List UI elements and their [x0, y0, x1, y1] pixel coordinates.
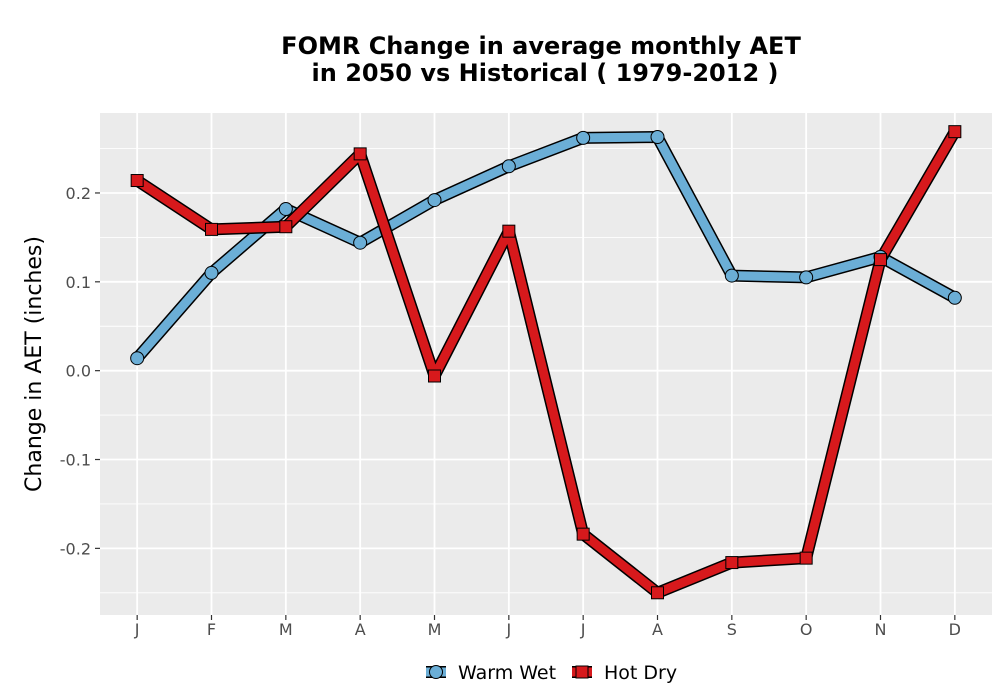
x-tick-label: J: [580, 620, 586, 639]
data-point: [353, 147, 367, 161]
x-tick-label: O: [800, 620, 813, 639]
data-point: [427, 193, 442, 208]
data-point: [799, 551, 813, 565]
data-point: [353, 235, 368, 250]
data-point: [576, 130, 591, 145]
series-layer: [130, 125, 962, 600]
data-point: [874, 253, 887, 267]
x-tick-label: J: [505, 620, 511, 639]
data-point: [502, 224, 516, 238]
series-line: [132, 132, 960, 363]
y-axis-title: Change in AET (inches): [22, 236, 47, 492]
chart-title-line-1: FOMR Change in average monthly AET: [281, 32, 801, 60]
legend-label: Hot Dry: [604, 662, 677, 684]
legend-key-marker: [575, 665, 589, 679]
legend: Warm Wet Hot Dry: [426, 662, 677, 684]
x-tick-label: M: [428, 620, 442, 639]
y-tick-label: 0.1: [66, 273, 91, 292]
y-tick-label: 0.0: [66, 362, 91, 381]
data-point: [576, 527, 590, 541]
data-point: [204, 265, 219, 280]
data-point: [278, 201, 293, 216]
y-tick-label: -0.1: [60, 451, 91, 470]
x-tick-label: N: [875, 620, 887, 639]
data-point: [501, 159, 516, 174]
x-tick-label: A: [652, 620, 663, 639]
x-tick-label: F: [207, 620, 216, 639]
series-line: [132, 127, 960, 598]
major-gridlines: [100, 113, 992, 615]
data-point: [205, 222, 218, 236]
y-axis: -0.2 -0.1 0.0 0.1 0.2: [60, 184, 100, 558]
data-point: [724, 268, 739, 283]
data-point: [130, 351, 145, 366]
y-tick-label: -0.2: [60, 539, 91, 558]
x-tick-label: S: [727, 620, 737, 639]
x-tick-label: M: [279, 620, 293, 639]
x-tick-label: A: [355, 620, 366, 639]
chart-title-line-2: in 2050 vs Historical ( 1979-2012 ): [312, 59, 779, 87]
x-tick-label: D: [949, 620, 961, 639]
data-point: [279, 220, 293, 234]
data-point: [948, 125, 962, 139]
data-point: [428, 369, 441, 383]
legend-label: Warm Wet: [458, 662, 556, 684]
y-tick-label: 0.2: [66, 184, 91, 203]
data-point: [947, 290, 962, 305]
x-tick-label: J: [134, 620, 140, 639]
data-point: [799, 270, 814, 285]
data-point: [651, 586, 664, 600]
data-point: [650, 129, 665, 144]
data-point: [725, 556, 739, 570]
data-point: [130, 174, 144, 188]
legend-key-marker: [429, 665, 443, 679]
